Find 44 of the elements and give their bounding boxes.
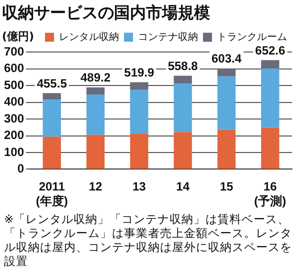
bar (86, 94, 105, 135)
total-label: 558.8 (168, 59, 198, 74)
bar (86, 134, 105, 169)
bar (174, 132, 192, 169)
y-tick-label: 100 (4, 144, 24, 159)
total-label: 455.5 (36, 76, 68, 90)
chart-title: 収納サービスの国内市場規模 (2, 2, 210, 22)
x-tick-label: 14 (176, 180, 190, 194)
bar (217, 68, 236, 76)
bar (130, 90, 148, 134)
bar (130, 82, 148, 90)
bar (42, 100, 61, 137)
bar (261, 68, 280, 128)
y-tick-label: 500 (4, 78, 24, 92)
y-tick-label: 400 (4, 94, 24, 109)
bar (86, 87, 105, 94)
y-tick-label: 200 (4, 128, 24, 142)
total-label: 603.4 (211, 52, 242, 66)
y-tick-label: 700 (4, 44, 24, 59)
y-tick-label: 600 (4, 61, 24, 76)
bar (261, 60, 280, 68)
total-label: 489.2 (80, 70, 111, 85)
y-tick-label: 300 (4, 111, 24, 126)
text: ※「レンタル収納」「コンテナ収納」は賃料ベース、「トランクルーム」は事業者売上金額ベース。レンタル収納は屋内、コンテナ収納は屋外に収納スペースを設置 (4, 212, 293, 268)
y-axis-title: (億円) (2, 30, 34, 44)
legend-label: トランクルーム (217, 32, 287, 43)
x-tick-label: 2011 (年度) (36, 180, 68, 208)
bar (130, 134, 148, 169)
x-tick-label: 16 (予測) (254, 180, 286, 208)
legend-label: コンテナ収納 (138, 30, 198, 43)
total-label: 652.6 (255, 43, 286, 58)
bar (42, 93, 61, 100)
x-tick-label: 12 (88, 180, 103, 194)
bar (217, 76, 236, 130)
bar (42, 136, 61, 169)
x-tick-label: 13 (132, 180, 146, 194)
bar (261, 128, 280, 169)
legend-label: レンタル収納 (59, 30, 119, 43)
y-tick-label: 0 (17, 162, 24, 176)
bar (174, 84, 192, 132)
total-label: 519.9 (124, 66, 155, 80)
bar (174, 76, 192, 84)
x-tick-label: 15 (220, 180, 234, 194)
bar (217, 130, 236, 169)
